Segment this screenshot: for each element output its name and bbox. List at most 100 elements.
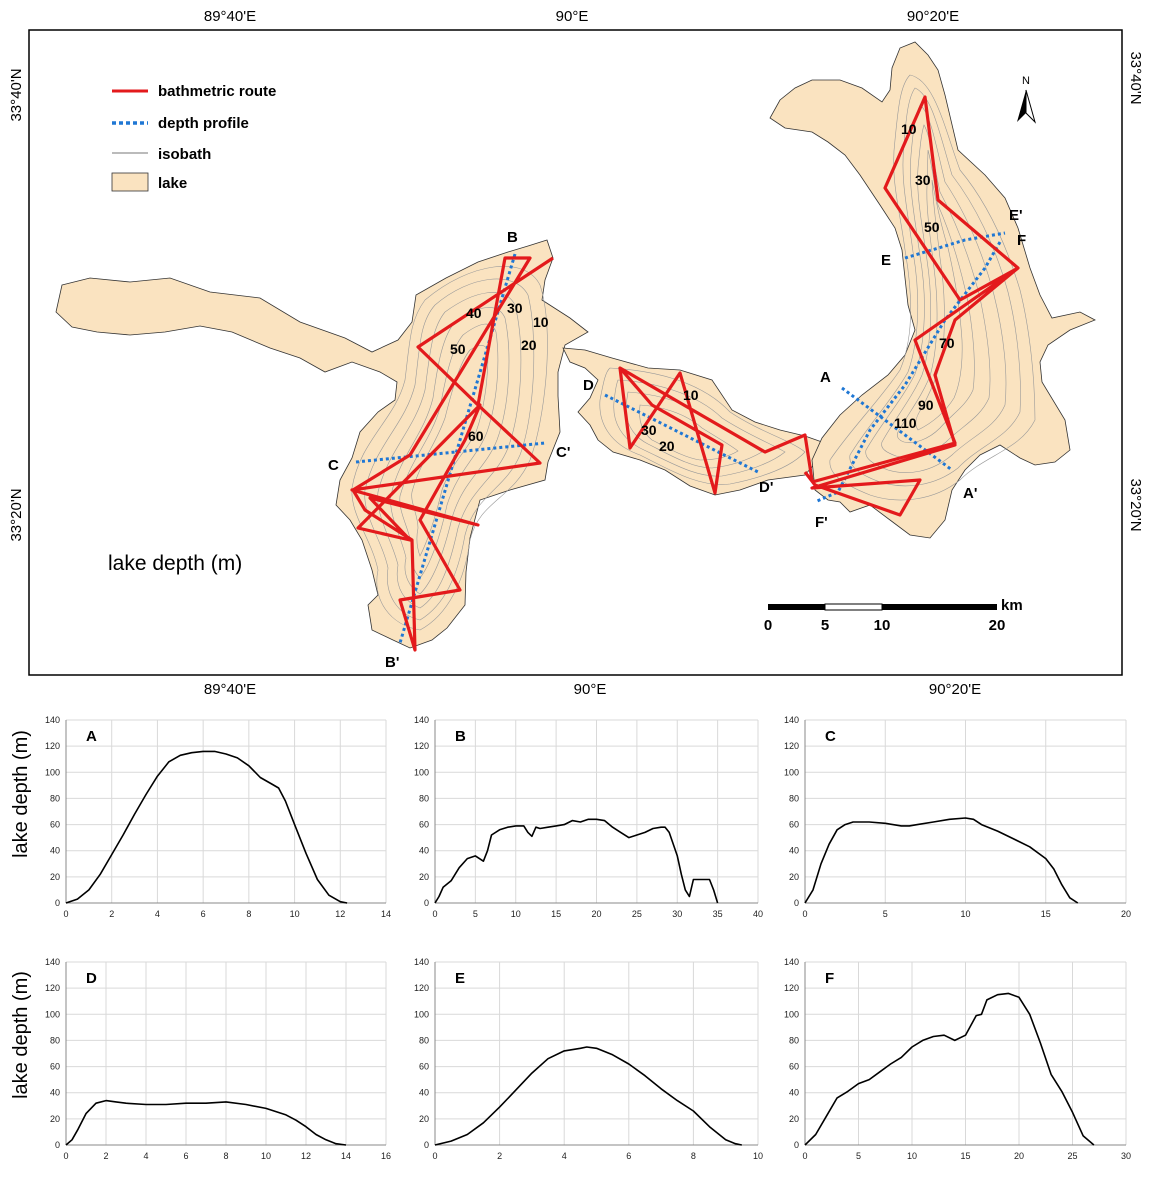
depth-label: 50 <box>450 341 466 357</box>
x-tick-label: 2 <box>103 1151 108 1161</box>
x-tick-label: 14 <box>341 1151 351 1161</box>
scale-bar-segment <box>882 604 997 610</box>
y-tick-label: 60 <box>789 820 799 830</box>
x-tick-label: 15 <box>1041 909 1051 919</box>
scale-bar: 0 5 10 20 km <box>764 597 1023 634</box>
x-tick-label: 25 <box>632 909 642 919</box>
isobath <box>351 266 548 631</box>
depth-label: 20 <box>521 337 537 353</box>
x-tick-label: 0 <box>63 1151 68 1161</box>
profile-series-line <box>434 1046 742 1146</box>
profile-chart-e: 0 20 40 60 80 100 120 140 0 2 4 6 8 10 E <box>414 957 763 1161</box>
x-tick-label: 10 <box>907 1151 917 1161</box>
bathymetric-map: 89°40'E 90°E 90°20'E 89°40'E 90°E 90°20'… <box>8 8 1144 698</box>
y-tick-label: 60 <box>50 1062 60 1072</box>
x-tick-label: 4 <box>143 1151 148 1161</box>
profile-chart-c: 0 20 40 60 80 100 120 140 0 5 10 15 20 C <box>784 715 1131 919</box>
y-tick-label: 100 <box>784 767 799 777</box>
route-east <box>803 95 1020 517</box>
y-tick-label: 40 <box>50 846 60 856</box>
x-tick-label: 2 <box>109 909 114 919</box>
x-tick-label: 10 <box>290 909 300 919</box>
route-middle <box>618 366 814 495</box>
y-tick-label: 20 <box>789 872 799 882</box>
x-tick-label: 0 <box>432 909 437 919</box>
scale-tick-label: 20 <box>989 617 1006 634</box>
x-tick-label: 30 <box>672 909 682 919</box>
y-tick-label: 120 <box>45 983 60 993</box>
right-latitude-label: 33°40'N <box>1127 51 1144 104</box>
x-tick-label: 5 <box>856 1151 861 1161</box>
x-tick-label: 12 <box>335 909 345 919</box>
profile-title: D <box>86 970 97 987</box>
legend-route-label: bathmetric route <box>158 83 276 100</box>
y-tick-label: 60 <box>419 1062 429 1072</box>
depth-label: 10 <box>533 314 549 330</box>
x-tick-label: 40 <box>753 909 763 919</box>
legend-isobath-label: isobath <box>158 146 211 163</box>
scale-tick-label: 0 <box>764 617 772 634</box>
x-tick-label: 20 <box>591 909 601 919</box>
endpoint-label: A' <box>963 485 977 502</box>
north-arrow-icon: N <box>1017 75 1036 124</box>
isobath <box>399 323 499 579</box>
y-tick-label: 120 <box>784 741 799 751</box>
isobath <box>390 307 510 595</box>
profile-line-b <box>398 253 517 644</box>
y-tick-label: 0 <box>424 898 429 908</box>
profile-line-c <box>355 441 546 464</box>
y-tick-label: 60 <box>50 820 60 830</box>
scale-tick-label: 10 <box>874 617 891 634</box>
y-tick-label: 20 <box>50 872 60 882</box>
profile-title: C <box>825 728 836 745</box>
x-tick-label: 5 <box>883 909 888 919</box>
legend-profile-label: depth profile <box>158 115 249 132</box>
isobath <box>881 124 991 458</box>
y-tick-label: 20 <box>419 1114 429 1124</box>
y-tick-label: 100 <box>414 767 429 777</box>
isobath <box>896 149 975 443</box>
y-tick-label: 100 <box>45 1009 60 1019</box>
scale-bar-segment <box>824 603 883 611</box>
bottom-longitude-label: 90°E <box>574 681 607 698</box>
y-tick-label: 80 <box>419 793 429 803</box>
profile-series-line <box>65 750 348 904</box>
x-tick-label: 6 <box>201 909 206 919</box>
y-tick-label: 60 <box>419 820 429 830</box>
x-tick-label: 15 <box>551 909 561 919</box>
y-tick-label: 0 <box>794 1140 799 1150</box>
x-tick-label: 2 <box>497 1151 502 1161</box>
y-tick-label: 0 <box>794 898 799 908</box>
map-legend: bathmetric route depth profile isobath l… <box>111 83 276 192</box>
endpoint-label: F <box>1017 232 1026 249</box>
x-tick-label: 5 <box>473 909 478 919</box>
y-tick-label: 80 <box>50 793 60 803</box>
y-tick-label: 140 <box>784 957 799 967</box>
endpoint-label: C <box>328 457 339 474</box>
isobath <box>377 292 522 609</box>
x-tick-label: 8 <box>246 909 251 919</box>
depth-label: 90 <box>918 397 934 413</box>
top-longitude-label: 90°E <box>556 8 589 25</box>
y-tick-label: 80 <box>789 793 799 803</box>
y-axis-title: lake depth (m) <box>10 730 32 858</box>
left-latitude-label: 33°40'N <box>8 68 25 121</box>
x-tick-label: 0 <box>802 1151 807 1161</box>
x-tick-label: 4 <box>562 1151 567 1161</box>
x-tick-label: 20 <box>1014 1151 1024 1161</box>
endpoint-label: F' <box>815 514 828 531</box>
depth-label: 10 <box>683 387 699 403</box>
x-tick-label: 35 <box>713 909 723 919</box>
x-tick-label: 4 <box>155 909 160 919</box>
y-tick-label: 40 <box>419 846 429 856</box>
isobath <box>364 278 535 621</box>
profile-chart-a: 0 20 40 60 80 100 120 140 0 2 4 6 8 10 12 14 A <box>45 715 391 919</box>
x-tick-label: 14 <box>381 909 391 919</box>
x-tick-label: 8 <box>691 1151 696 1161</box>
x-tick-label: 10 <box>261 1151 271 1161</box>
y-tick-label: 40 <box>50 1088 60 1098</box>
bottom-longitude-label: 90°20'E <box>929 681 981 698</box>
x-tick-label: 25 <box>1067 1151 1077 1161</box>
top-longitude-label: 90°20'E <box>907 8 959 25</box>
